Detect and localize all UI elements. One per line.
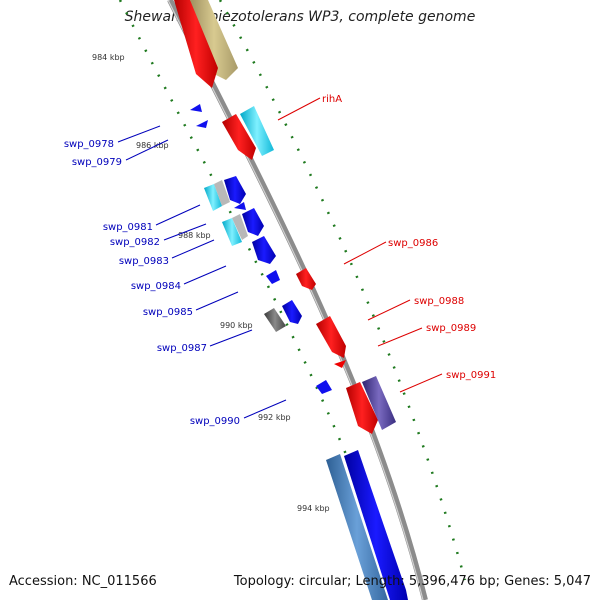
gene-gray-block [232, 214, 248, 240]
gene-label-swp-0978: swp_0978 [64, 139, 114, 150]
gene-blue-arrow [224, 176, 246, 204]
topology-summary: Topology: circular; Length: 5,396,476 bp… [233, 574, 591, 589]
leader-swp-0989 [377, 327, 423, 347]
gene-steel-block [326, 454, 388, 600]
label-leaders [117, 97, 443, 419]
gene-label-swp-0982: swp_0982 [110, 237, 160, 248]
kbp-label: 990 kbp [220, 321, 253, 330]
gene-label-swp-0988: swp_0988 [414, 296, 464, 307]
leader-swp-0981 [155, 204, 201, 226]
leader-swp-0991 [399, 373, 443, 393]
gene-red-arrow [316, 316, 346, 358]
kbp-label: 986 kbp [136, 141, 169, 150]
gene-label-swp-0991: swp_0991 [446, 370, 496, 381]
gene-purple-block [362, 376, 396, 430]
leader-swp-0978 [117, 125, 161, 143]
gene-blue-arrow [344, 450, 408, 600]
leader-swp-0983 [171, 239, 215, 259]
leader-swp-0988 [367, 299, 411, 321]
gene-gray-block [214, 180, 230, 206]
gene-red-arrow [296, 268, 316, 290]
gene-blue-arrow [242, 208, 264, 236]
gene-red-arrow [174, 0, 218, 88]
gene-label-swp-0985: swp_0985 [143, 307, 193, 318]
leader-swp-0979 [125, 139, 169, 161]
leader-swp-0987 [209, 329, 253, 347]
forward-gene-labels: rihA swp_0986 swp_0988 swp_0989 swp_0991 [322, 94, 496, 381]
gene-label-swp-0986: swp_0986 [388, 238, 438, 249]
gene-label-swp-0979: swp_0979 [72, 157, 122, 168]
leader-swp-0982 [163, 223, 207, 241]
gene-cyan-block [240, 106, 274, 156]
gene-red-small [334, 360, 346, 368]
accession-label: Accession: NC_011566 [9, 574, 157, 589]
leader-rihA [277, 97, 321, 121]
gene-label-swp-0989: swp_0989 [426, 323, 476, 334]
gene-label-rihA: rihA [322, 94, 342, 105]
leader-swp-0990 [243, 399, 287, 419]
kbp-label: 988 kbp [178, 231, 211, 240]
gene-red-arrow [222, 114, 256, 160]
gene-label-swp-0984: swp_0984 [131, 281, 181, 292]
kbp-label: 992 kbp [258, 413, 291, 422]
gene-red-arrow [346, 382, 378, 434]
backbone-highlight [167, 0, 424, 600]
gene-label-swp-0983: swp_0983 [119, 256, 169, 267]
leader-swp-0984 [183, 265, 227, 285]
gene-blue-small [316, 380, 332, 394]
gene-blue-small [234, 202, 246, 210]
kbp-label: 994 kbp [297, 504, 330, 513]
gene-cyan-block [204, 184, 222, 211]
genes [174, 0, 408, 600]
gene-label-swp-0987: swp_0987 [157, 343, 207, 354]
gene-label-swp-0981: swp_0981 [103, 222, 153, 233]
kbp-labels: 984 kbp 986 kbp 988 kbp 990 kbp 992 kbp … [92, 53, 330, 513]
gene-khaki-arrow [190, 0, 238, 80]
gene-cyan-block [222, 218, 242, 246]
gene-gray-arrow [264, 308, 286, 332]
leader-swp-0985 [195, 291, 239, 311]
kbp-label: 984 kbp [92, 53, 125, 62]
gene-blue-small [196, 120, 208, 128]
reverse-gene-labels: swp_0978 swp_0979 swp_0981 swp_0982 swp_… [64, 139, 240, 427]
leader-swp-0986 [343, 241, 387, 265]
gene-blue-arrow [282, 300, 302, 324]
gene-blue-small [266, 270, 280, 284]
gene-blue-small [190, 104, 202, 112]
gene-blue-arrow [252, 236, 276, 264]
gene-label-swp-0990: swp_0990 [190, 416, 240, 427]
